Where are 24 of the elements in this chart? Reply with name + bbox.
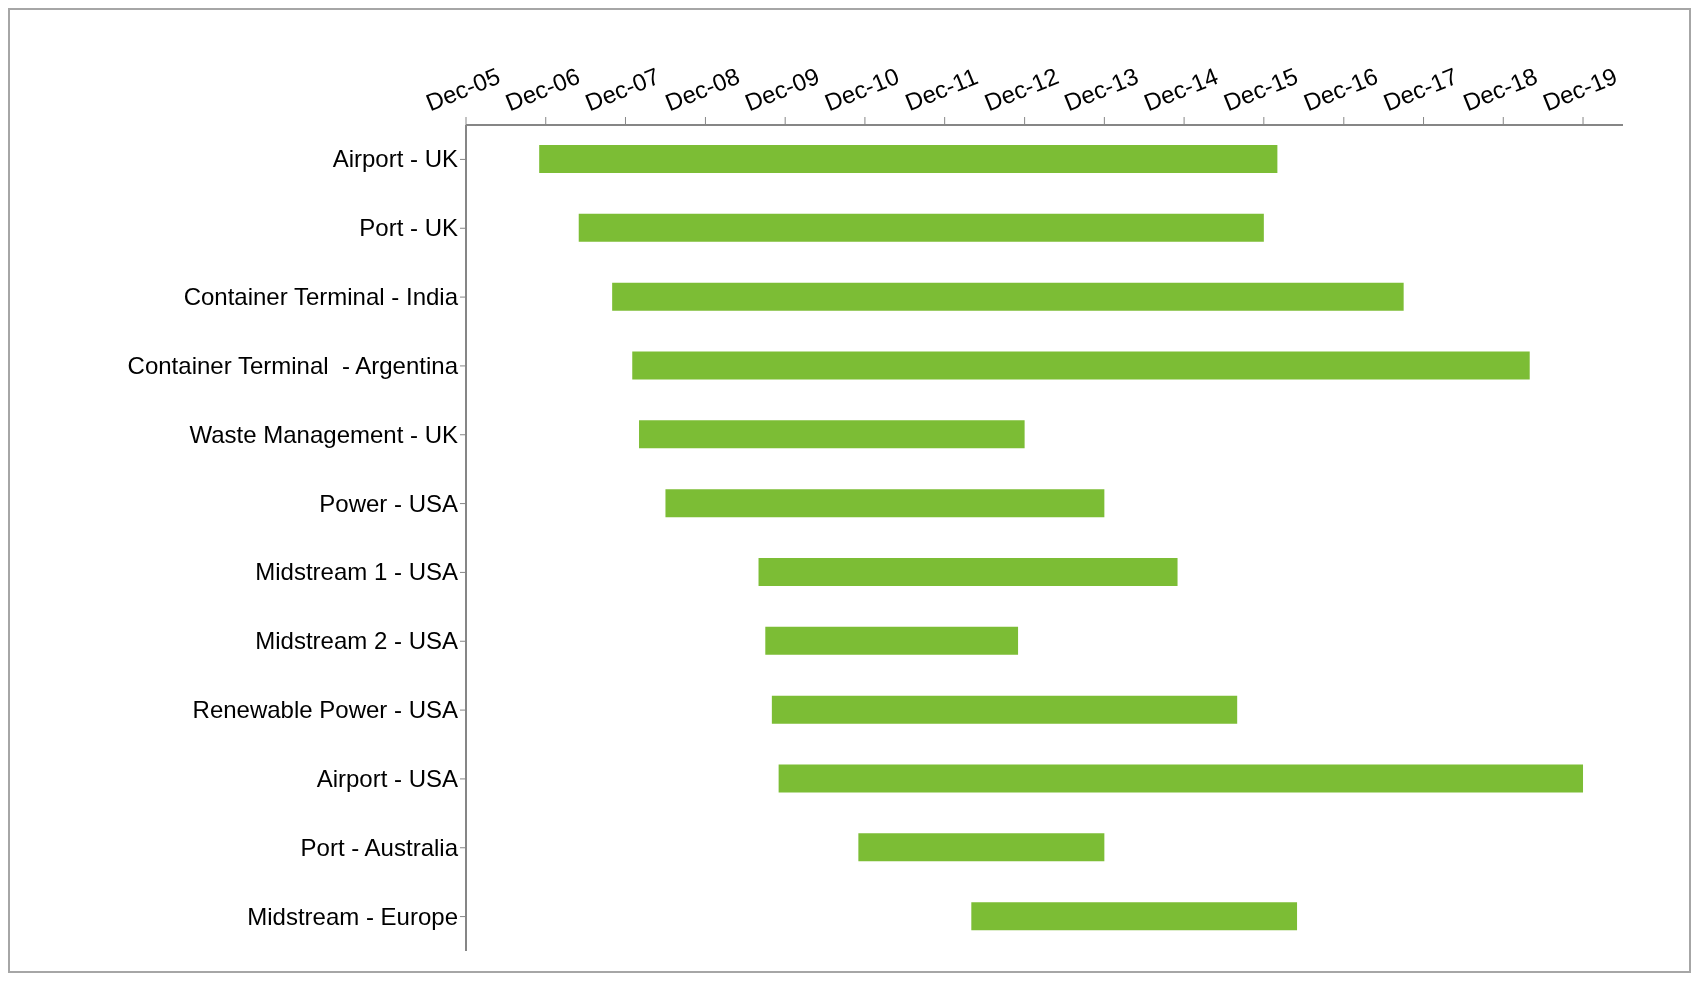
y-tick-label: Container Terminal - India [183,283,459,311]
y-tick-label: Waste Management - UK [189,420,458,448]
y-tick-label: Port - UK [359,214,458,242]
bar [539,145,1278,173]
y-tick-label: Power - USA [319,489,458,517]
y-tick-label: Port - Australia [300,833,459,861]
y-tick-label: Container Terminal - Argentina [127,351,459,379]
bar [639,420,1025,449]
bar [858,833,1105,862]
y-tick-label: Midstream - Europe [247,902,458,930]
bar [778,764,1584,793]
y-tick-label: Renewable Power - USA [192,696,458,724]
bar [765,626,1019,655]
bar [578,213,1264,242]
bar [665,489,1105,518]
bar [758,558,1178,586]
bar [632,351,1530,380]
y-tick-label: Airport - USA [316,764,458,792]
y-tick-label: Midstream 2 - USA [255,627,458,655]
y-tick-label: Midstream 1 - USA [255,558,458,586]
y-tick-label: Airport - UK [332,145,458,173]
bar [612,282,1404,311]
bar [771,695,1238,724]
bar [971,902,1298,931]
